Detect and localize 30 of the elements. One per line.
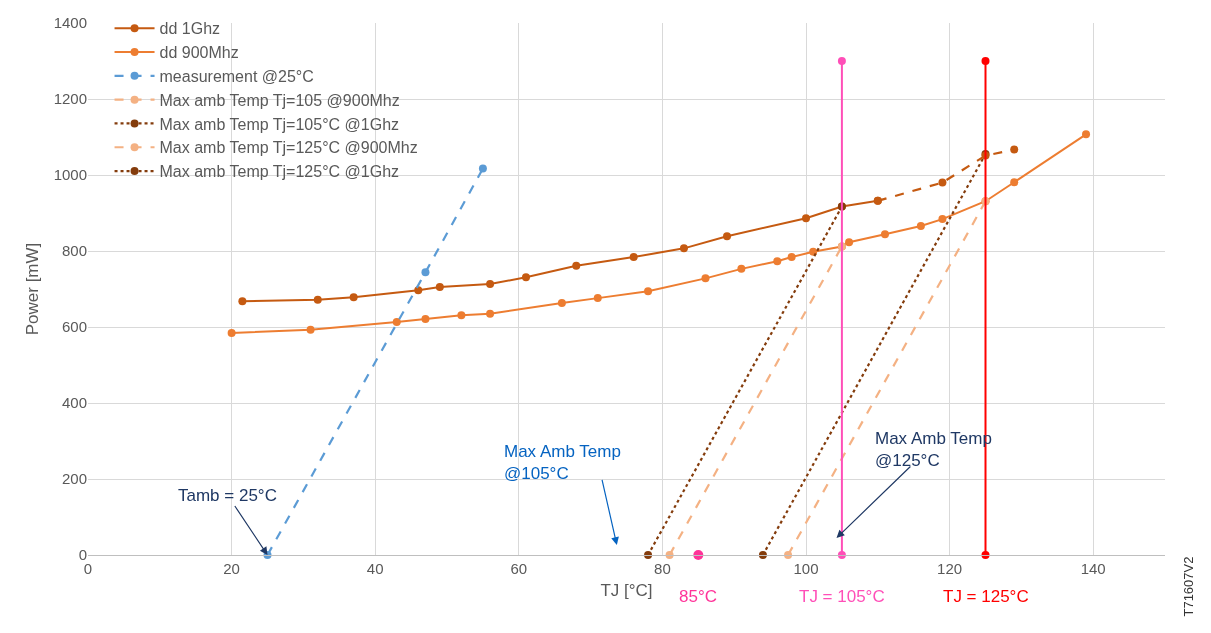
x-tick-label: 80 (654, 560, 671, 577)
x-tick-label: 40 (366, 560, 384, 577)
y-tick-label: 800 (61, 242, 87, 260)
x-tick-label: 140 (1080, 560, 1106, 577)
annotation: 85°C (679, 587, 717, 606)
x-axis-title: TJ [°C] (600, 581, 653, 601)
y-tick-label: 600 (61, 318, 87, 336)
x-tick-label: 120 (937, 560, 963, 577)
text: T71607V2 (1180, 556, 1196, 617)
legend-label: dd 1Ghz (159, 20, 221, 38)
y-tick-label: 1200 (53, 90, 87, 108)
legend-label: Max amb Temp Tj=125°C @1Ghz (159, 163, 400, 181)
y-axis-title: Power [mW] (23, 242, 43, 336)
annotation: Max Amb Temp @105°C (504, 442, 621, 484)
legend-label: Max amb Temp Tj=105 @900Mhz (159, 91, 400, 109)
y-tick-label: 200 (61, 470, 87, 488)
x-tick-label: 100 (793, 560, 819, 577)
annotation: TJ = 105°C (799, 587, 885, 606)
y-tick-label: 400 (61, 394, 87, 412)
legend-label: dd 900Mhz (159, 44, 239, 62)
annotation: TJ = 125°C (943, 587, 1029, 606)
legend-label: Max amb Temp Tj=105°C @1Ghz (159, 115, 400, 133)
legend-label: Max amb Temp Tj=125°C @900Mhz (159, 139, 418, 157)
y-tick-label: 1000 (53, 166, 87, 184)
y-tick-label: 1400 (53, 14, 87, 32)
annotation: Tamb = 25°C (178, 486, 277, 505)
x-tick-label: 60 (510, 560, 528, 577)
y-tick-label: 0 (78, 546, 87, 564)
legend-label: measurement @25°C (159, 68, 314, 86)
x-tick-label: 20 (223, 560, 240, 577)
